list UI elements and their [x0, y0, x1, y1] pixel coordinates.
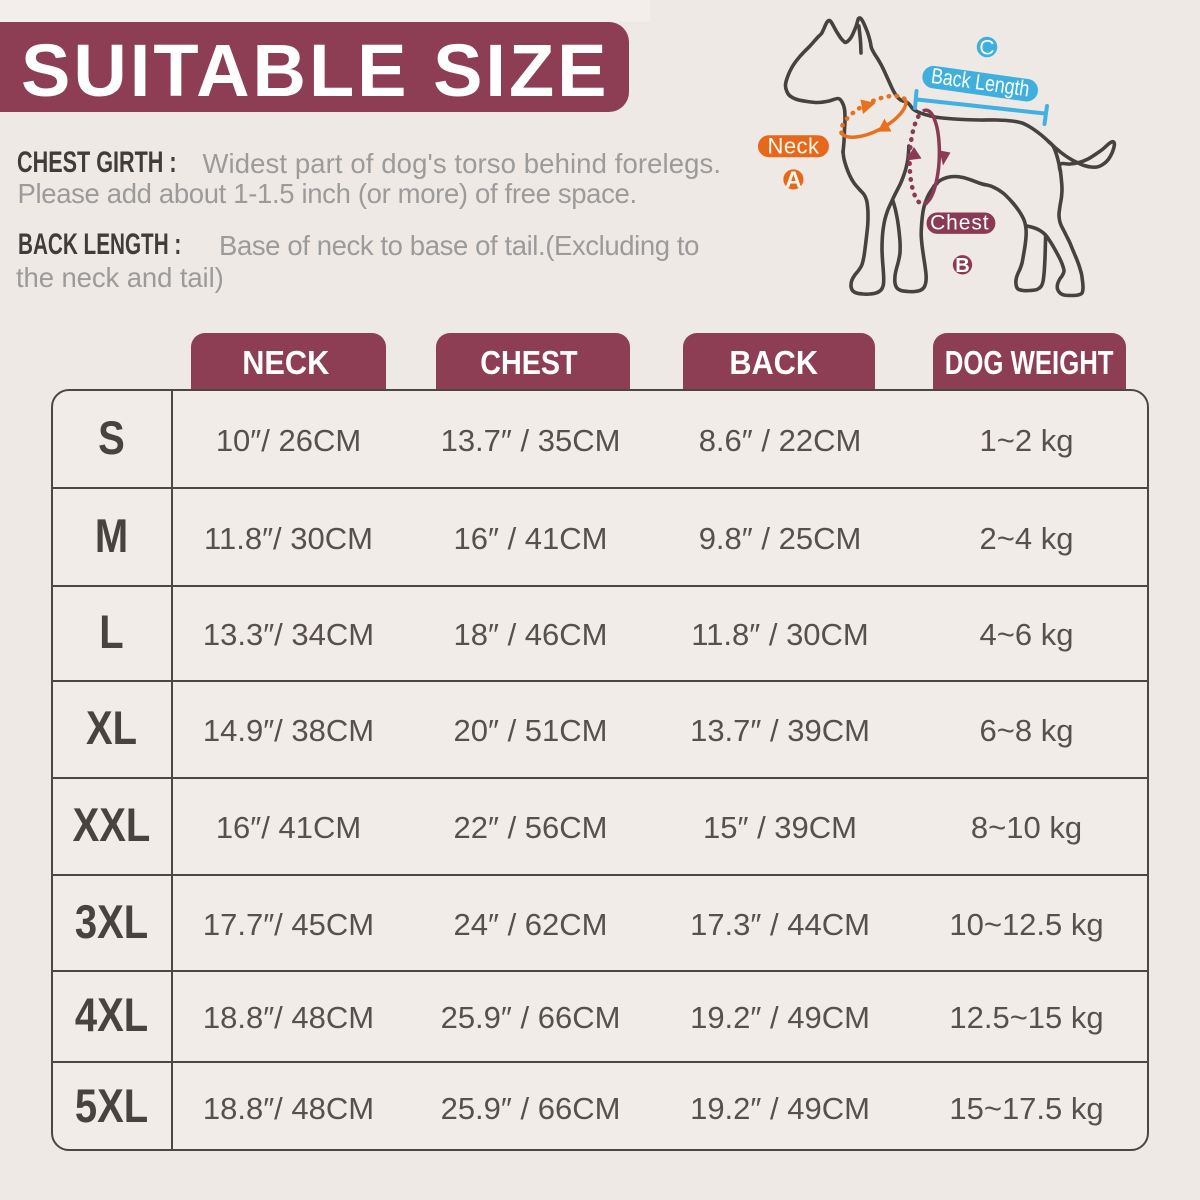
svg-text:Chest: Chest [930, 212, 989, 235]
svg-text:B: B [955, 255, 969, 277]
svg-text:A: A [785, 166, 802, 192]
svg-text:C: C [979, 37, 994, 60]
svg-text:Neck: Neck [767, 134, 820, 159]
